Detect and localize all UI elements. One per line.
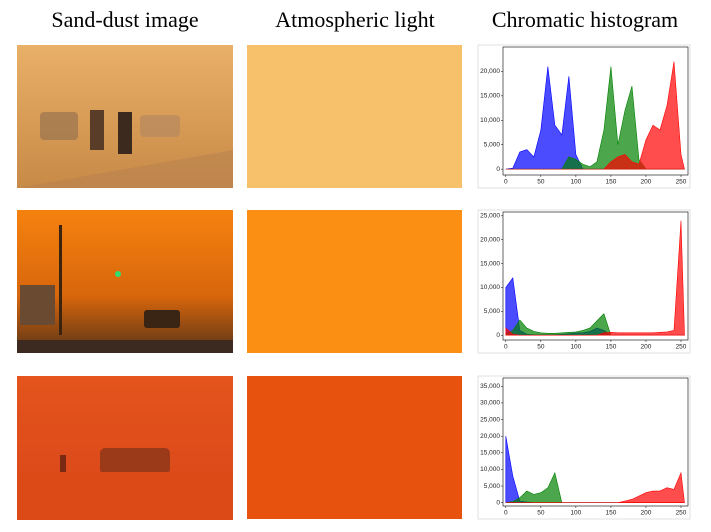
y-tick-label: 20,000	[480, 68, 500, 75]
x-tick-label: 200	[641, 344, 652, 351]
x-tick-label: 50	[537, 179, 545, 186]
x-tick-label: 200	[641, 510, 652, 517]
y-tick-label: 10,000	[480, 117, 500, 124]
y-tick-label: 0	[496, 166, 500, 173]
axes-frame	[502, 46, 689, 176]
y-tick-label: 10,000	[480, 284, 500, 291]
y-tick-label: 5,000	[484, 141, 501, 148]
photo	[17, 210, 233, 353]
axes-frame	[502, 211, 689, 341]
column-header: Sand-dust image	[51, 7, 198, 32]
y-tick-label: 15,000	[480, 93, 500, 100]
x-tick-label: 50	[537, 344, 545, 351]
y-tick-label: 0	[496, 499, 500, 506]
column-header: Chromatic histogram	[492, 7, 678, 32]
photo	[17, 45, 233, 188]
y-tick-label: 15,000	[480, 260, 500, 267]
y-tick-label: 25,000	[480, 416, 500, 423]
y-tick-label: 20,000	[480, 236, 500, 243]
x-tick-label: 50	[537, 510, 545, 517]
x-tick-label: 150	[605, 179, 616, 186]
x-tick-label: 250	[676, 179, 687, 186]
histogram-area	[505, 471, 685, 503]
y-tick-label: 0	[496, 332, 500, 339]
photo	[17, 376, 233, 520]
x-tick-label: 250	[676, 344, 687, 351]
y-tick-label: 15,000	[480, 450, 500, 457]
y-tick-label: 30,000	[480, 400, 500, 407]
x-tick-label: 200	[641, 179, 652, 186]
x-tick-label: 150	[605, 510, 616, 517]
x-tick-label: 0	[504, 344, 508, 351]
y-tick-label: 20,000	[480, 433, 500, 440]
axes-frame	[502, 377, 689, 507]
x-tick-label: 150	[605, 344, 616, 351]
y-tick-label: 5,000	[484, 483, 501, 490]
x-tick-label: 100	[570, 179, 581, 186]
atmospheric-light-swatch	[247, 376, 462, 519]
column-header: Atmospheric light	[275, 7, 434, 32]
histogram-area	[505, 61, 685, 170]
x-tick-label: 250	[676, 510, 687, 517]
y-tick-label: 35,000	[480, 383, 500, 390]
x-tick-label: 0	[504, 510, 508, 517]
x-tick-label: 100	[570, 344, 581, 351]
y-tick-label: 5,000	[484, 308, 501, 315]
y-tick-label: 25,000	[480, 213, 500, 220]
atmospheric-light-swatch	[247, 45, 462, 188]
y-tick-label: 10,000	[480, 466, 500, 473]
x-tick-label: 100	[570, 510, 581, 517]
x-tick-label: 0	[504, 179, 508, 186]
atmospheric-light-swatch	[247, 210, 462, 353]
histogram-area	[505, 220, 685, 336]
